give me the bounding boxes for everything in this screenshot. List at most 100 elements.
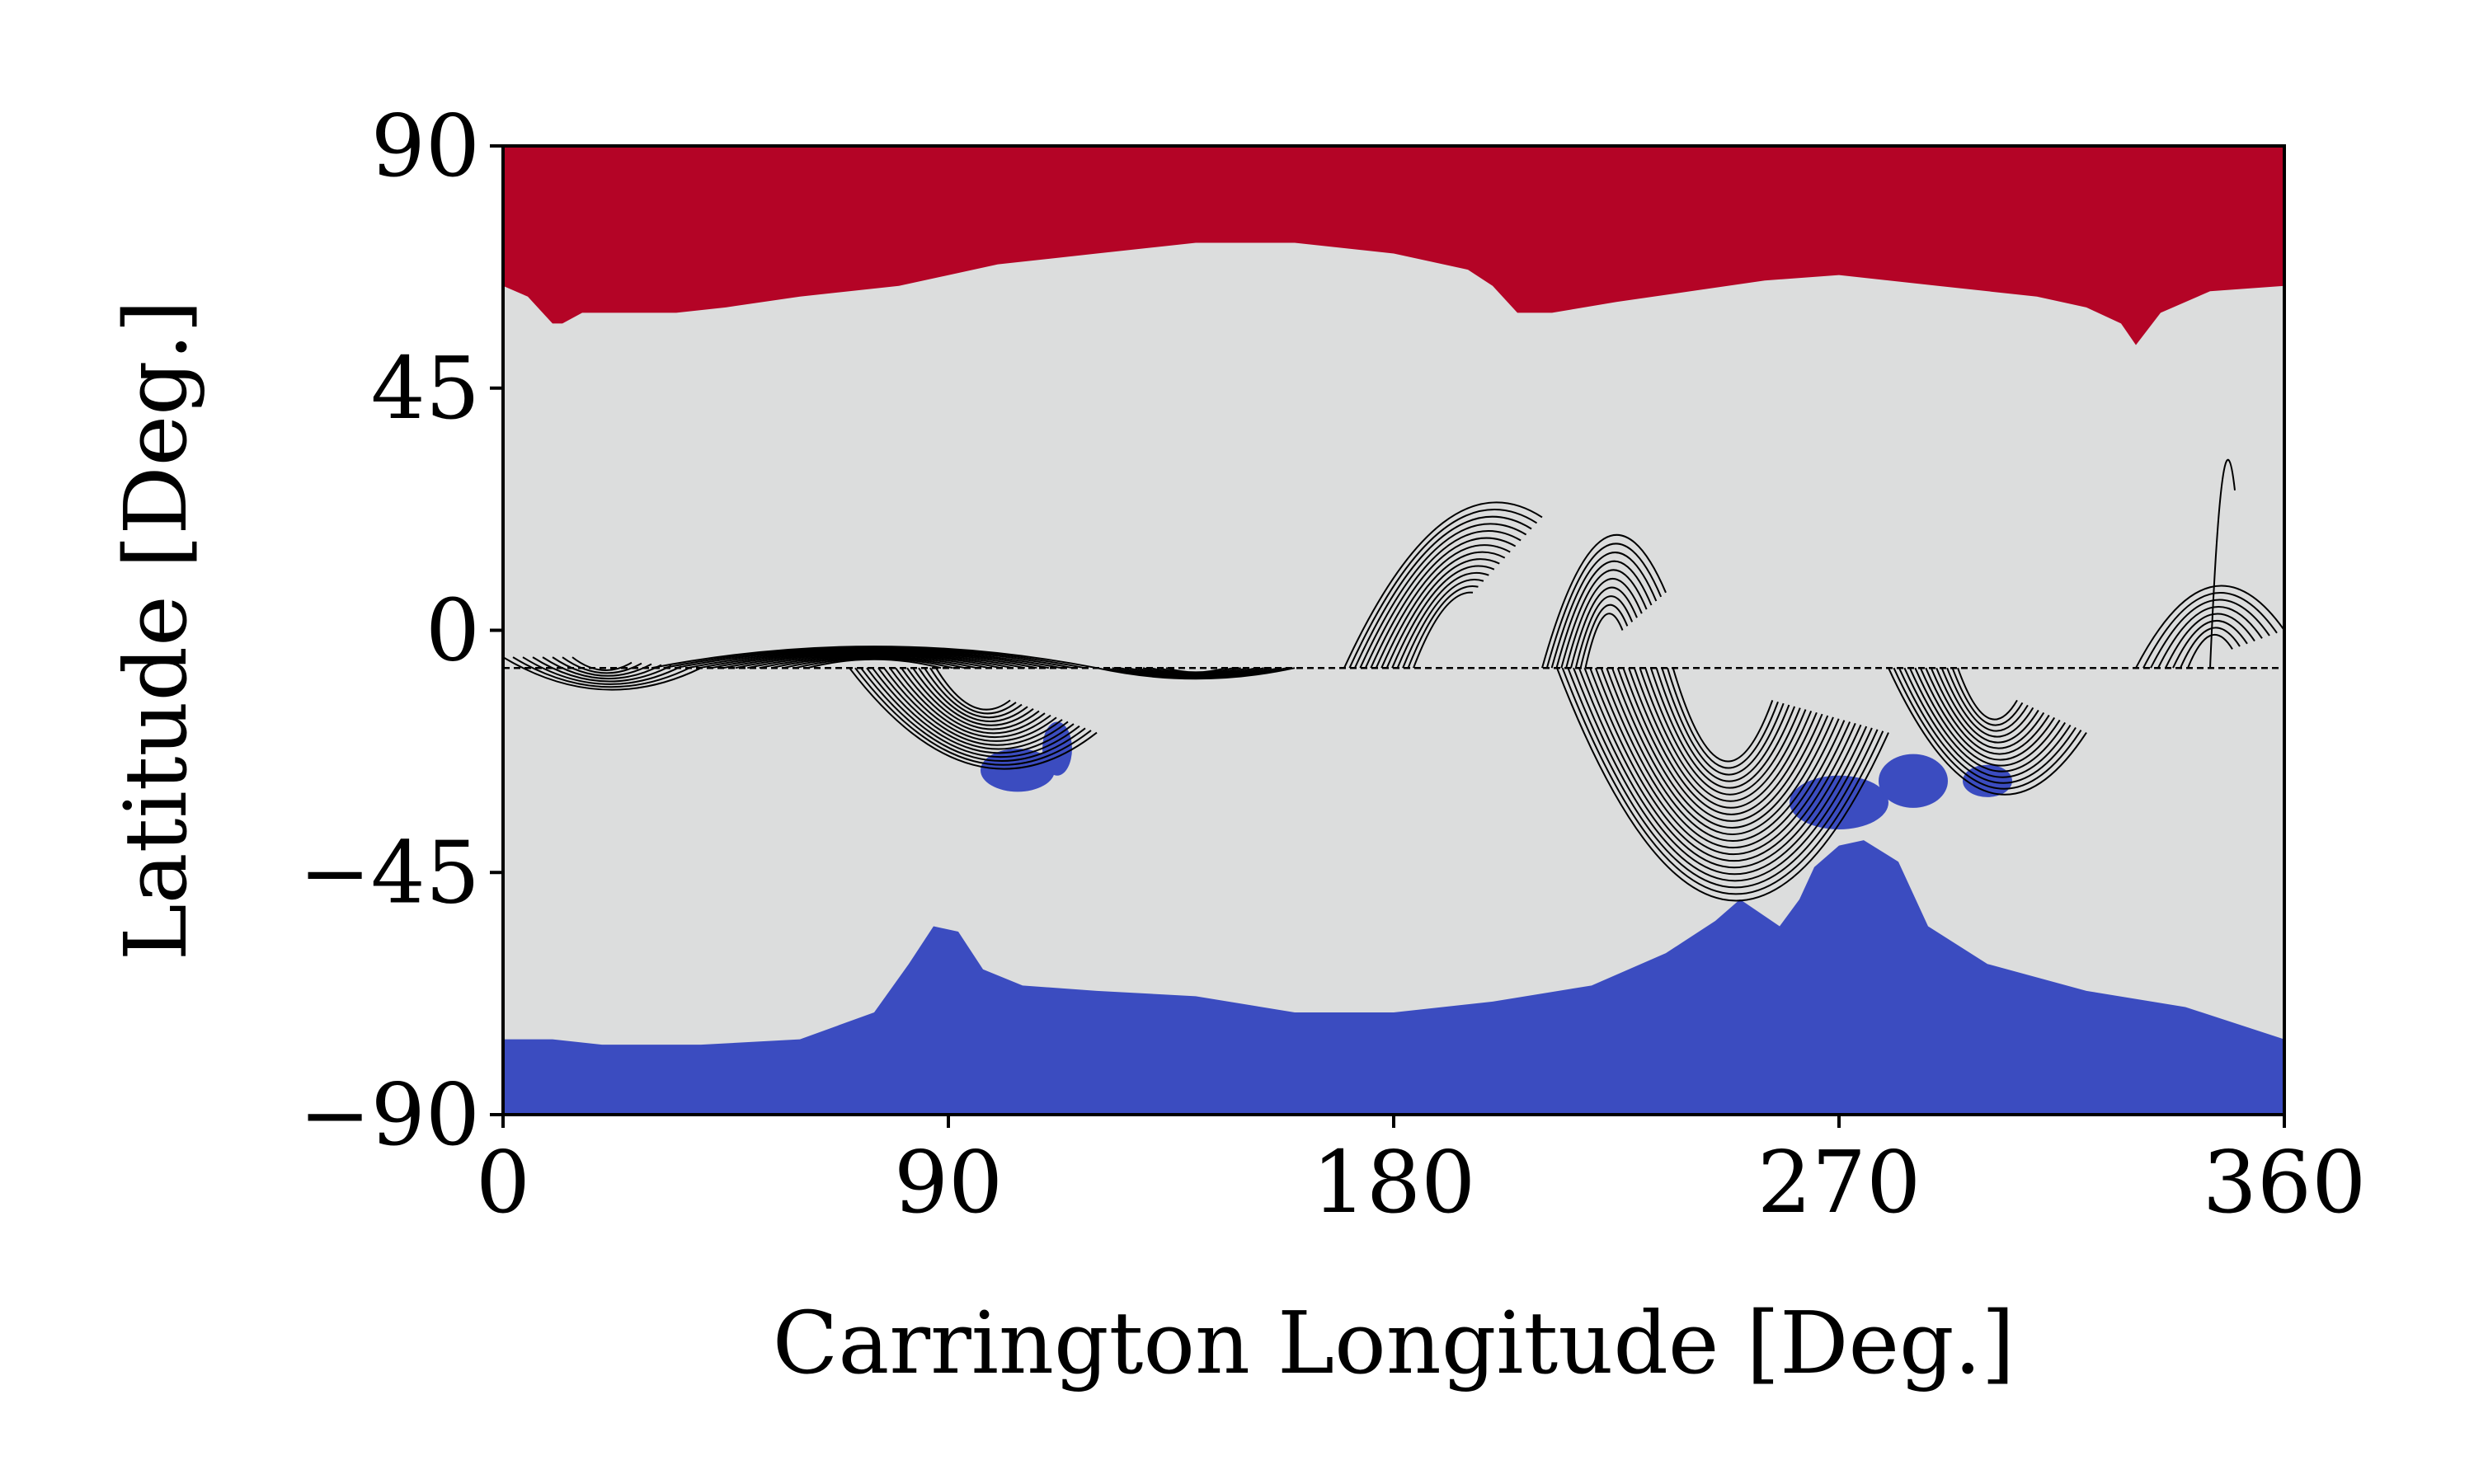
y-tick-label: 45 <box>371 338 480 439</box>
field-line <box>877 667 1069 750</box>
field-line <box>872 667 1075 754</box>
field-line <box>1396 571 1489 669</box>
field-line <box>1644 667 1801 796</box>
field-line <box>1893 667 2082 790</box>
field-line <box>1560 569 1648 669</box>
field-line <box>1567 667 1879 889</box>
field-line <box>1633 667 1813 809</box>
field-line <box>883 667 1063 746</box>
field-line <box>895 667 1051 739</box>
field-line <box>1672 667 1774 763</box>
field-line <box>1925 667 2050 755</box>
field-line <box>901 667 1046 735</box>
y-tick-label: −45 <box>299 822 480 923</box>
field-line <box>1957 667 2018 721</box>
field-line <box>1661 667 1785 776</box>
field-line <box>1578 667 1868 876</box>
field-line <box>1639 667 1807 802</box>
field-line <box>1600 667 1846 849</box>
field-line <box>1407 585 1479 669</box>
field-line <box>906 667 1040 730</box>
field-line <box>889 667 1057 742</box>
x-axis-ticks: 0 90 180 270 360 <box>476 1115 2366 1233</box>
field-line <box>663 646 1085 669</box>
x-tick-label: 0 <box>476 1132 530 1233</box>
field-line <box>2187 633 2233 669</box>
field-line <box>795 657 953 669</box>
field-line <box>1573 667 1873 882</box>
y-axis-ticks: 90 45 0 −45 −90 <box>299 96 503 1165</box>
field-line <box>783 656 966 669</box>
y-tick-label: −90 <box>299 1064 480 1165</box>
field-line <box>512 656 692 688</box>
field-line <box>771 655 977 669</box>
field-line <box>1565 577 1643 669</box>
field-line <box>675 647 1074 669</box>
field-line <box>1908 667 2066 773</box>
field-line <box>1914 667 2061 767</box>
field-line <box>1370 537 1517 669</box>
field-line <box>698 649 1050 669</box>
field-line <box>1165 667 1226 674</box>
field-line <box>924 667 1023 719</box>
field-line <box>1935 667 2039 744</box>
x-tick-label: 360 <box>2203 1132 2367 1233</box>
y-tick-label: 0 <box>426 580 480 681</box>
negative-polarity-patch <box>1042 721 1072 776</box>
field-line <box>502 656 702 691</box>
field-line <box>2209 458 2236 669</box>
field-line <box>1606 667 1840 842</box>
field-line <box>687 648 1061 669</box>
field-line <box>542 656 662 680</box>
field-line <box>571 656 633 671</box>
field-line <box>711 650 1037 669</box>
field-line <box>747 653 1001 669</box>
field-line <box>532 656 672 683</box>
field-line <box>1385 558 1500 669</box>
x-tick-label: 270 <box>1757 1132 1921 1233</box>
field-line <box>1649 667 1796 789</box>
field-line <box>807 658 942 669</box>
field-line <box>1556 667 1889 902</box>
field-line <box>1667 667 1779 769</box>
field-line <box>2165 613 2255 669</box>
field-line <box>1888 667 2087 796</box>
field-line <box>1570 586 1638 669</box>
field-line <box>1622 667 1823 822</box>
field-line <box>1364 530 1522 669</box>
field-line <box>1655 667 1790 782</box>
field-line <box>1359 523 1527 669</box>
field-line <box>929 667 1017 715</box>
field-line <box>1579 603 1629 669</box>
negative-polarity-patch <box>1879 754 1948 808</box>
field-line <box>854 667 1092 766</box>
x-tick-label: 180 <box>1312 1132 1476 1233</box>
field-line <box>2135 585 2285 669</box>
field-line <box>735 652 1014 669</box>
field-line <box>935 667 1011 711</box>
plot-area <box>501 144 2286 1116</box>
field-line <box>1413 591 1474 669</box>
field-line <box>1616 667 1829 829</box>
field-line <box>860 667 1086 762</box>
field-line <box>1343 501 1543 669</box>
south-coronal-hole <box>503 840 2284 1115</box>
field-line <box>1348 509 1538 669</box>
field-line <box>1391 565 1495 669</box>
field-lines <box>502 458 2285 902</box>
field-line <box>2142 592 2278 669</box>
field-line <box>1555 560 1653 669</box>
y-axis-label: Latitude [Deg.] <box>106 300 206 961</box>
field-line <box>1402 579 1484 669</box>
field-line <box>1946 667 2029 732</box>
field-line <box>1583 667 1862 869</box>
x-tick-label: 90 <box>894 1132 1003 1233</box>
field-line <box>1561 667 1884 895</box>
field-line <box>1380 551 1506 669</box>
field-line <box>1574 595 1634 669</box>
y-tick-label: 90 <box>371 96 480 196</box>
field-line <box>918 667 1028 722</box>
field-line <box>866 667 1080 758</box>
field-line <box>849 667 1098 770</box>
